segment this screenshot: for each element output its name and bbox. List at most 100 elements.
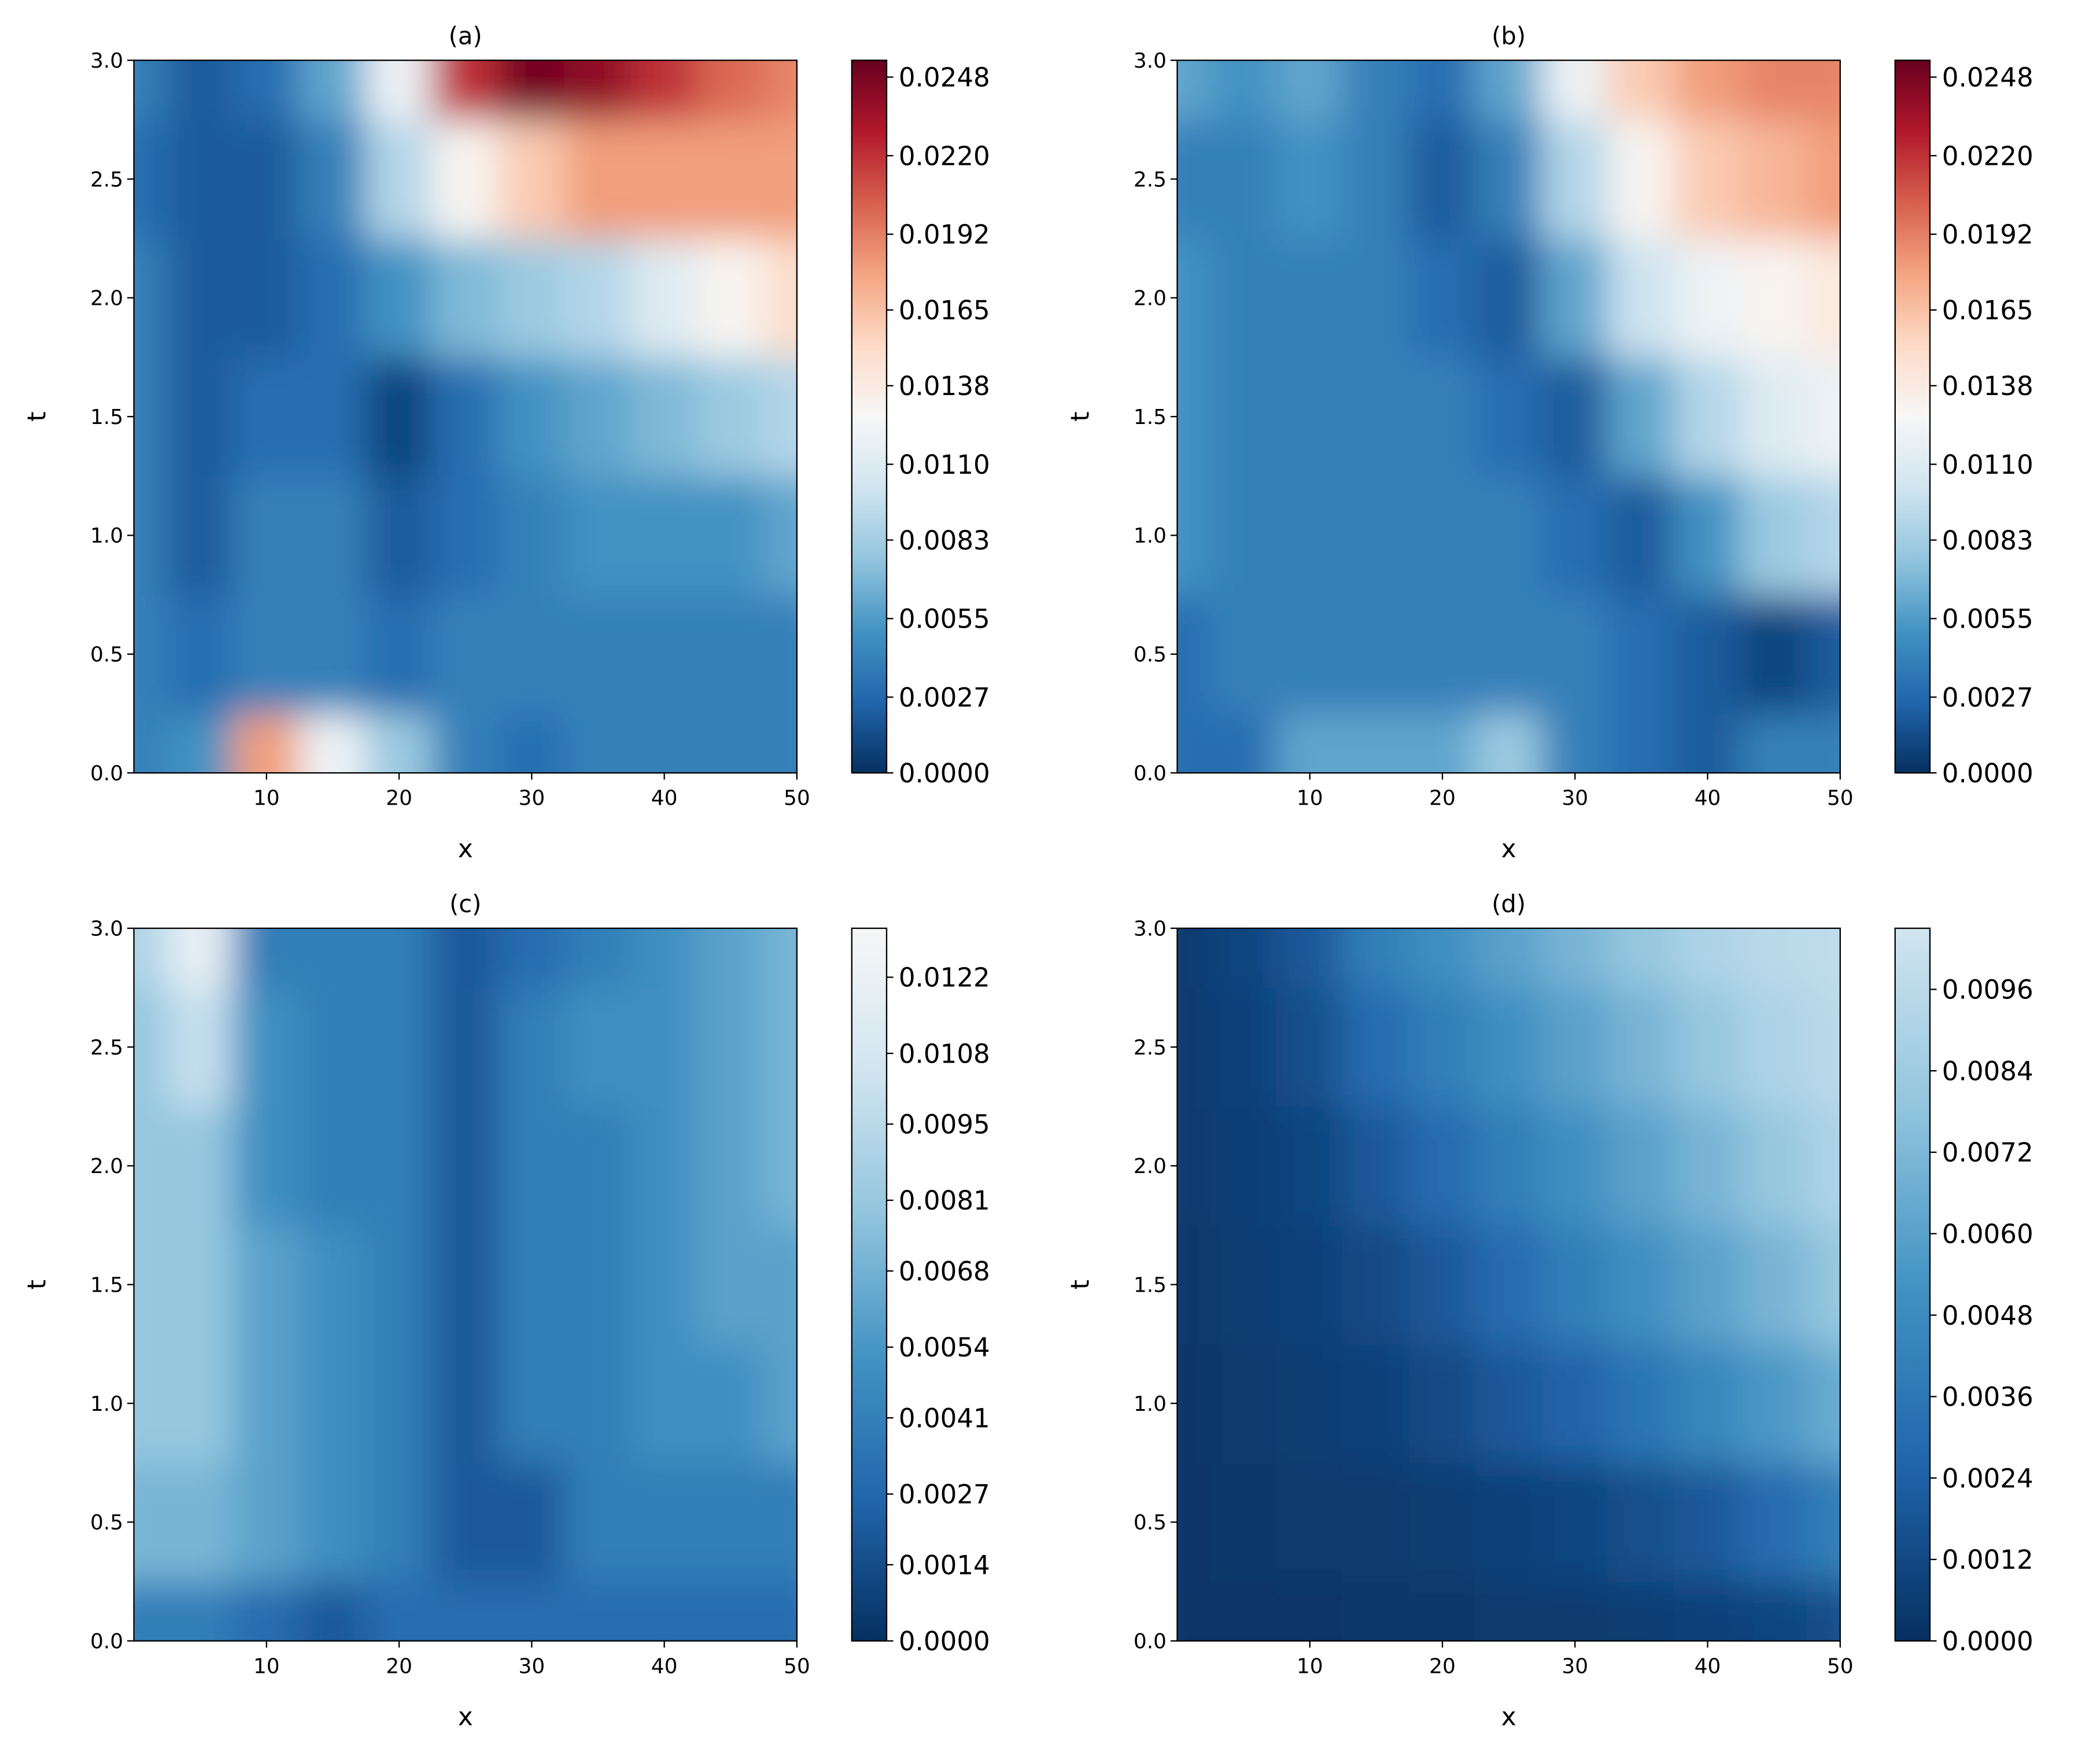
x-tick-label: 40 (1695, 787, 1721, 810)
heatmap-cell (1475, 475, 1543, 596)
heatmap-cell (1177, 928, 1211, 989)
heatmap-cell (431, 356, 500, 477)
y-tick-label: 2.5 (90, 1036, 123, 1060)
y-tick-label: 1.0 (90, 524, 123, 548)
heatmap-cell (564, 119, 632, 239)
heatmap-cell (1607, 928, 1675, 989)
x-tick-label: 50 (784, 787, 810, 810)
heatmap-cell (1177, 1224, 1211, 1345)
heatmap-cell (1607, 356, 1675, 477)
heatmap-cell (1177, 1580, 1211, 1641)
heatmap-cell (1541, 1580, 1609, 1641)
heatmap-cell (1342, 1105, 1410, 1226)
heatmap-cell (365, 928, 433, 989)
colorbar-tick-label: 0.0220 (1942, 141, 2033, 171)
heatmap-cell (431, 1343, 500, 1463)
heatmap-cell (166, 1580, 234, 1641)
heatmap-cell (1475, 119, 1543, 239)
heatmap-cell (696, 713, 765, 773)
heatmap-cell (763, 594, 797, 714)
heatmap-cell (1541, 119, 1609, 239)
heatmap-cell (134, 1462, 168, 1583)
heatmap-cell (1806, 238, 1840, 358)
heatmap-cell (497, 713, 566, 773)
heatmap-cell (1674, 1580, 1741, 1641)
heatmap-cell (1674, 1105, 1741, 1226)
heatmap-cell (1740, 1224, 1808, 1345)
heatmap-cell (1408, 713, 1477, 773)
heatmap-cell (1607, 1105, 1675, 1226)
x-axis-label: x (1501, 1702, 1516, 1732)
heatmap-cell (431, 119, 500, 239)
heatmap-cell (232, 594, 301, 714)
colorbar-tick-label: 0.0084 (1942, 1056, 2033, 1086)
heatmap-cell (1209, 356, 1278, 477)
heatmap-cell (298, 594, 367, 714)
colorbar-tick-label: 0.0108 (899, 1038, 990, 1069)
heatmap-cell (166, 119, 234, 239)
heatmap-cell (1674, 356, 1741, 477)
y-tick-label: 2.5 (1134, 1036, 1167, 1060)
heatmap-cell (232, 238, 301, 358)
colorbar-tick-label: 0.0068 (899, 1256, 990, 1286)
heatmap-cell (630, 1105, 699, 1226)
heatmap-cell (1475, 594, 1543, 714)
heatmap-cell (763, 713, 797, 773)
heatmap-cell (1607, 1462, 1675, 1583)
heatmap-cell (232, 1105, 301, 1226)
heatmap-cell (1276, 238, 1344, 358)
colorbar-tick-label: 0.0036 (1942, 1382, 2033, 1413)
heatmap-cell (365, 594, 433, 714)
heatmap-cell (134, 713, 168, 773)
colorbar-tick-label: 0.0072 (1942, 1137, 2033, 1168)
heatmap-cell (1607, 1580, 1675, 1641)
heatmap-cell (564, 238, 632, 358)
heatmap-cell (134, 1105, 168, 1226)
heatmap-cell (1342, 475, 1410, 596)
heatmap-cell (696, 987, 765, 1107)
heatmap-cell (763, 987, 797, 1107)
heatmap-cell (431, 928, 500, 989)
heatmap-cell (1342, 987, 1410, 1107)
heatmap-cell (1674, 60, 1741, 121)
heatmap-cell (630, 1343, 699, 1463)
heatmap-cell (166, 1462, 234, 1583)
heatmap-cell (1740, 713, 1808, 773)
heatmap-cell (1740, 60, 1808, 121)
heatmap-cell (1209, 928, 1278, 989)
y-tick-label: 0.5 (1134, 1511, 1167, 1535)
y-tick-label: 2.0 (1134, 1155, 1167, 1178)
heatmap-cell (232, 119, 301, 239)
heatmap-cell (1209, 594, 1278, 714)
heatmap-cell (298, 713, 367, 773)
heatmap-cell (134, 238, 168, 358)
x-axis-label: x (1501, 834, 1516, 864)
heatmap-cell (696, 1580, 765, 1641)
colorbar-tick-label: 0.0055 (1942, 604, 2033, 635)
heatmap-cell (1806, 928, 1840, 989)
colorbar-tick-label: 0.0220 (899, 141, 990, 171)
heatmap-cell (1806, 987, 1840, 1107)
heatmap-cell (1541, 238, 1609, 358)
heatmap-cell (1276, 1105, 1344, 1226)
heatmap-cell (1408, 928, 1477, 989)
colorbar-tick-label: 0.0192 (1942, 219, 2033, 250)
heatmap-cell (1342, 928, 1410, 989)
plot-area (134, 60, 797, 773)
x-tick-label: 30 (1562, 1654, 1588, 1678)
x-axis-label: x (458, 834, 473, 864)
y-tick-label: 2.0 (1134, 287, 1167, 311)
x-tick-label: 10 (253, 1654, 280, 1678)
heatmap-cell (696, 594, 765, 714)
heatmap-cell (564, 713, 632, 773)
heatmap-cell (1408, 60, 1477, 121)
heatmap-cell (1177, 1105, 1211, 1226)
heatmap-cell (1541, 928, 1609, 989)
heatmap-cell (1806, 713, 1840, 773)
figure-body: 10 20 30 40 500.00.51.01.52.02.53.0(a)xt0.00… (23, 21, 2033, 1732)
heatmap-cell (298, 356, 367, 477)
heatmap-cell (1740, 1462, 1808, 1583)
heatmap-cell (1674, 238, 1741, 358)
heatmap-cell (696, 60, 765, 121)
heatmap-cell (298, 1343, 367, 1463)
